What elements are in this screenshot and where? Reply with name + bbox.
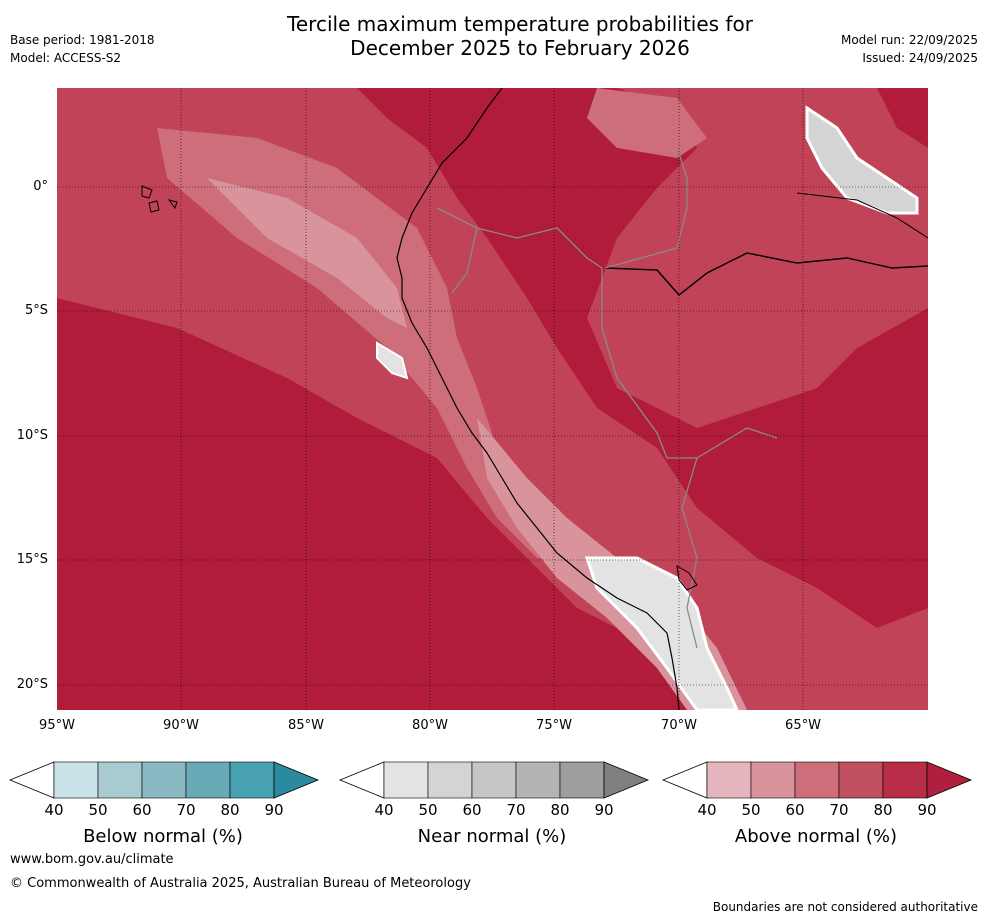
colorbar-lower-extend: [8, 761, 55, 799]
near-coast-band: [157, 128, 577, 558]
colorbar-upper-extend: [926, 761, 973, 799]
x-tick-65w: 65°W: [785, 718, 821, 733]
base-period-text: Base period: 1981-2018: [10, 33, 155, 47]
colorbar-segment: [427, 761, 473, 799]
legend-colorbars: [8, 761, 973, 799]
colorbar-segment: [383, 761, 429, 799]
country-borders: [436, 147, 778, 649]
colorbar-tick-label: 60: [132, 801, 152, 819]
colorbar-tick-label: 40: [374, 801, 394, 819]
y-tick-20s: 20°S: [16, 677, 48, 692]
negro-river: [796, 192, 928, 239]
dark-inland-region: [357, 88, 928, 628]
colorbar-tick-label: 80: [220, 801, 240, 819]
colorbar-segment: [750, 761, 796, 799]
below-normal-colorbar: [8, 761, 320, 799]
colorbar-tick-label: 40: [697, 801, 717, 819]
lake-titicaca: [676, 565, 698, 591]
colorbar-segment: [229, 761, 275, 799]
map-title-line2: December 2025 to February 2026: [350, 36, 690, 60]
near-normal-andes: [584, 556, 739, 710]
map-title-line1: Tercile maximum temperature probabilitie…: [287, 12, 753, 36]
colorbar-tick-label: 50: [88, 801, 108, 819]
dark-ocean-region: [57, 298, 717, 710]
model-name-text: Model: ACCESS-S2: [10, 51, 122, 65]
colorbar-segment: [794, 761, 840, 799]
near-normal-title: Near normal (%): [417, 826, 567, 847]
x-tick-75w: 75°W: [536, 718, 572, 733]
colorbar-upper-extend: [603, 761, 650, 799]
colorbar-tick-label: 90: [264, 801, 284, 819]
colorbar-tick-label: 90: [594, 801, 614, 819]
colorbar-tick-label: 70: [506, 801, 526, 819]
colorbar-upper-extend: [273, 761, 320, 799]
colorbar-segment: [838, 761, 884, 799]
dark-ne-region: [877, 88, 928, 148]
near-normal-coast: [376, 341, 409, 380]
below-normal-title: Below normal (%): [83, 826, 243, 847]
issued-date-text: Issued: 24/09/2025: [862, 51, 978, 65]
x-tick-95w: 95°W: [39, 718, 75, 733]
colorbar-tick-label: 70: [176, 801, 196, 819]
colorbar-tick-label: 80: [550, 801, 570, 819]
colorbar-segment: [882, 761, 928, 799]
amazon-river: [604, 252, 928, 296]
map-canvas: [57, 88, 928, 710]
colorbar-tick-label: 50: [741, 801, 761, 819]
boundary-disclaimer: Boundaries are not considered authoritat…: [712, 900, 978, 914]
colorbar-lower-extend: [338, 761, 385, 799]
light-band-2: [587, 88, 707, 158]
y-tick-0: 0°: [33, 179, 48, 194]
colorbar-tick-label: 90: [917, 801, 937, 819]
x-tick-70w: 70°W: [661, 718, 697, 733]
y-tick-5s: 5°S: [24, 303, 48, 318]
y-tick-15s: 15°S: [16, 552, 48, 567]
above-normal-colorbar: [661, 761, 973, 799]
near-normal-colorbar: [338, 761, 650, 799]
coastline: [396, 88, 680, 710]
x-tick-85w: 85°W: [288, 718, 324, 733]
colorbar-segment: [559, 761, 605, 799]
x-tick-90w: 90°W: [163, 718, 199, 733]
colorbar-segment: [706, 761, 752, 799]
galapagos-islands: [141, 185, 178, 213]
colorbar-segment: [97, 761, 143, 799]
x-tick-80w: 80°W: [412, 718, 448, 733]
colorbar-lower-extend: [661, 761, 708, 799]
y-tick-10s: 10°S: [16, 428, 48, 443]
colorbar-segment: [185, 761, 231, 799]
colorbar-segment: [53, 761, 99, 799]
gridlines: [57, 88, 928, 710]
colorbar-tick-label: 50: [418, 801, 438, 819]
model-run-text: Model run: 22/09/2025: [840, 33, 978, 47]
light-band-1: [207, 178, 407, 328]
colorbar-segment: [471, 761, 517, 799]
colorbar-tick-label: 40: [44, 801, 64, 819]
colorbar-tick-label: 70: [829, 801, 849, 819]
colorbar-segment: [515, 761, 561, 799]
colorbar-tick-label: 60: [785, 801, 805, 819]
colorbar-tick-label: 60: [462, 801, 482, 819]
colorbar-segment: [141, 761, 187, 799]
probability-map: [57, 88, 928, 710]
map-title: Tercile maximum temperature probabilitie…: [0, 12, 988, 60]
colorbar-tick-label: 80: [873, 801, 893, 819]
website-link[interactable]: www.bom.gov.au/climate: [10, 852, 174, 867]
above-normal-title: Above normal (%): [734, 826, 898, 847]
near-normal-northeast: [805, 105, 919, 215]
copyright-text: © Commonwealth of Australia 2025, Austra…: [10, 876, 471, 891]
